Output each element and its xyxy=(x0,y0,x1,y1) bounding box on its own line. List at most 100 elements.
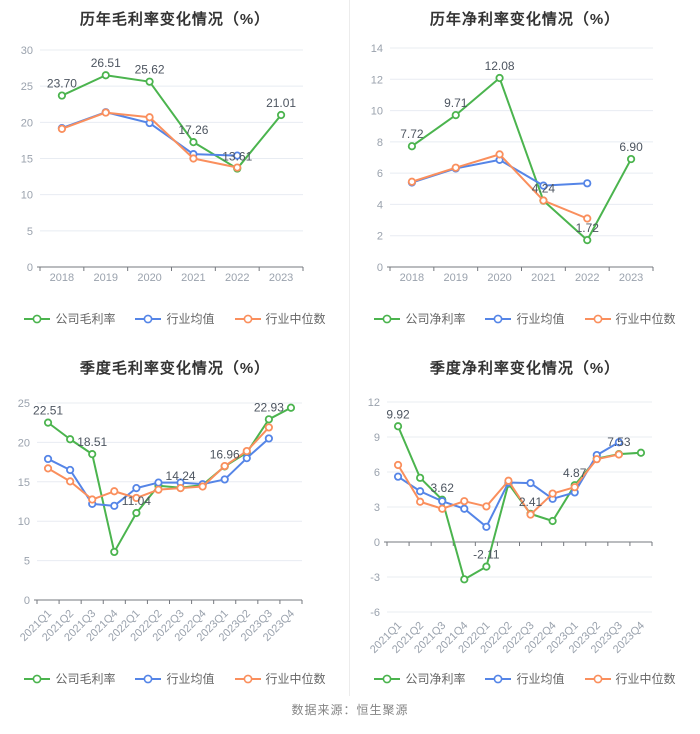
series-industry-median xyxy=(393,450,623,519)
legend-item-industry-median[interactable]: 行业中位数 xyxy=(584,310,676,327)
data-point xyxy=(145,113,154,122)
svg-text:18.51: 18.51 xyxy=(77,435,107,449)
svg-text:16.96: 16.96 xyxy=(210,447,240,461)
point-labels: 7.72 9.71 12.08 4.24 1.72 6.90 xyxy=(400,59,643,235)
data-point xyxy=(264,434,273,443)
data-point xyxy=(88,450,97,459)
legend-item-company[interactable]: 公司毛利率 xyxy=(24,670,115,687)
chart-panel-annual-net-margin: 历年净利率变化情况（%） 0 2 4 6 8 10 12 14 2018 2019 2020 2021… xyxy=(350,0,700,345)
svg-text:12: 12 xyxy=(368,397,380,409)
data-point xyxy=(583,235,592,245)
svg-text:9: 9 xyxy=(374,432,380,444)
legend-item-industry-mean[interactable]: 行业均值 xyxy=(485,310,565,327)
legend-item-industry-mean[interactable]: 行业均值 xyxy=(135,310,215,327)
svg-text:9.71: 9.71 xyxy=(444,96,468,110)
svg-text:25: 25 xyxy=(21,81,33,93)
data-point xyxy=(626,154,636,164)
data-point xyxy=(276,110,286,120)
svg-text:17.26: 17.26 xyxy=(178,123,208,137)
data-point xyxy=(145,77,154,86)
legend-item-industry-median[interactable]: 行业中位数 xyxy=(234,310,326,327)
gridlines: 0 5 10 15 20 25 xyxy=(18,398,302,607)
gridlines: -6 -3 0 3 6 9 12 xyxy=(368,397,652,619)
series-industry-median xyxy=(43,423,273,504)
svg-text:15: 15 xyxy=(18,477,30,489)
point-labels: 9.92 3.62 -2.11 2.41 4.87 7.53 xyxy=(386,407,631,561)
data-point xyxy=(110,501,119,510)
legend-item-label: 公司净利率 xyxy=(405,672,466,686)
data-point xyxy=(220,461,229,471)
annual-net-margin-chart: 0 2 4 6 8 10 12 14 2018 2019 2020 2021 2022 2023 7.72 9… xyxy=(371,43,654,284)
data-point xyxy=(132,508,141,518)
svg-text:2018: 2018 xyxy=(400,272,424,284)
data-point xyxy=(198,482,207,491)
series-marker-icon xyxy=(584,674,611,684)
svg-text:13.61: 13.61 xyxy=(222,150,252,164)
chart-legend: 公司毛利率 行业均值 行业中位数 xyxy=(0,670,350,687)
svg-text:7.53: 7.53 xyxy=(607,435,631,449)
chart-legend: 公司毛利率 行业均值 行业中位数 xyxy=(0,310,350,327)
legend-item-industry-mean[interactable]: 行业均值 xyxy=(485,670,565,687)
data-point xyxy=(393,460,403,470)
data-point xyxy=(66,465,75,475)
data-point xyxy=(407,142,417,151)
svg-text:26.51: 26.51 xyxy=(91,56,121,70)
legend-item-label: 行业均值 xyxy=(516,312,565,326)
data-point xyxy=(482,522,491,531)
svg-text:14.24: 14.24 xyxy=(166,469,196,483)
x-axis: 2021Q12021Q22021Q32021Q42022Q12022Q22022… xyxy=(18,599,303,644)
data-point xyxy=(154,478,163,487)
legend-item-company[interactable]: 公司净利率 xyxy=(374,310,465,327)
point-labels: 22.51 18.51 11.04 14.24 16.96 22.93 xyxy=(33,400,284,508)
svg-text:2021: 2021 xyxy=(531,272,555,284)
data-point xyxy=(526,478,535,488)
legend-item-label: 行业均值 xyxy=(166,672,215,686)
legend-item-industry-median[interactable]: 行业中位数 xyxy=(584,670,676,687)
x-axis: 2018 2019 2020 2021 2022 2023 xyxy=(37,266,304,284)
data-point xyxy=(548,489,557,498)
data-point xyxy=(110,487,119,496)
series-industry-median xyxy=(407,150,592,223)
svg-text:10: 10 xyxy=(371,106,383,118)
legend-item-label: 公司毛利率 xyxy=(55,672,116,686)
svg-text:2021: 2021 xyxy=(181,272,205,284)
svg-text:15: 15 xyxy=(21,154,33,166)
x-axis: 2021Q12021Q22021Q32021Q42022Q12022Q22022… xyxy=(368,541,653,656)
svg-text:4.87: 4.87 xyxy=(563,466,587,480)
svg-text:3.62: 3.62 xyxy=(431,481,455,495)
svg-text:12: 12 xyxy=(371,74,383,86)
quarterly-net-margin-chart: -6 -3 0 3 6 9 12 2021Q12021Q22021Q32021Q42022Q1… xyxy=(368,397,653,656)
svg-text:20: 20 xyxy=(18,437,30,449)
svg-text:30: 30 xyxy=(21,45,33,57)
series-marker-icon xyxy=(234,674,261,684)
legend-item-label: 行业中位数 xyxy=(265,312,326,326)
chart-title: 历年毛利率变化情况（%） xyxy=(79,11,271,28)
data-point xyxy=(57,91,67,100)
data-point xyxy=(43,418,53,427)
svg-text:21.01: 21.01 xyxy=(266,96,296,110)
data-point xyxy=(460,575,469,584)
data-point xyxy=(132,493,141,503)
svg-text:2.41: 2.41 xyxy=(519,495,543,509)
svg-text:-6: -6 xyxy=(370,607,380,619)
data-point xyxy=(88,495,97,504)
data-point xyxy=(220,475,229,484)
svg-text:2019: 2019 xyxy=(94,272,118,284)
data-point xyxy=(242,454,251,463)
data-point xyxy=(451,163,460,172)
data-point xyxy=(189,154,198,163)
legend-item-company[interactable]: 公司净利率 xyxy=(374,670,465,687)
legend-item-industry-mean[interactable]: 行业均值 xyxy=(135,670,215,687)
svg-text:-2.11: -2.11 xyxy=(473,548,500,562)
data-point xyxy=(570,483,579,492)
data-point xyxy=(460,504,469,513)
svg-text:23.70: 23.70 xyxy=(47,77,77,91)
data-point xyxy=(101,71,110,80)
legend-item-industry-median[interactable]: 行业中位数 xyxy=(234,670,326,687)
legend-item-company[interactable]: 公司毛利率 xyxy=(24,310,115,327)
legend-item-label: 公司毛利率 xyxy=(55,312,116,326)
legend-item-label: 行业均值 xyxy=(516,672,565,686)
svg-text:10: 10 xyxy=(18,516,30,528)
svg-text:0: 0 xyxy=(374,537,380,549)
chart-panel-annual-gross-margin: 历年毛利率变化情况（%） 0 5 10 15 20 25 30 2018 2019 2020 202… xyxy=(0,0,350,345)
